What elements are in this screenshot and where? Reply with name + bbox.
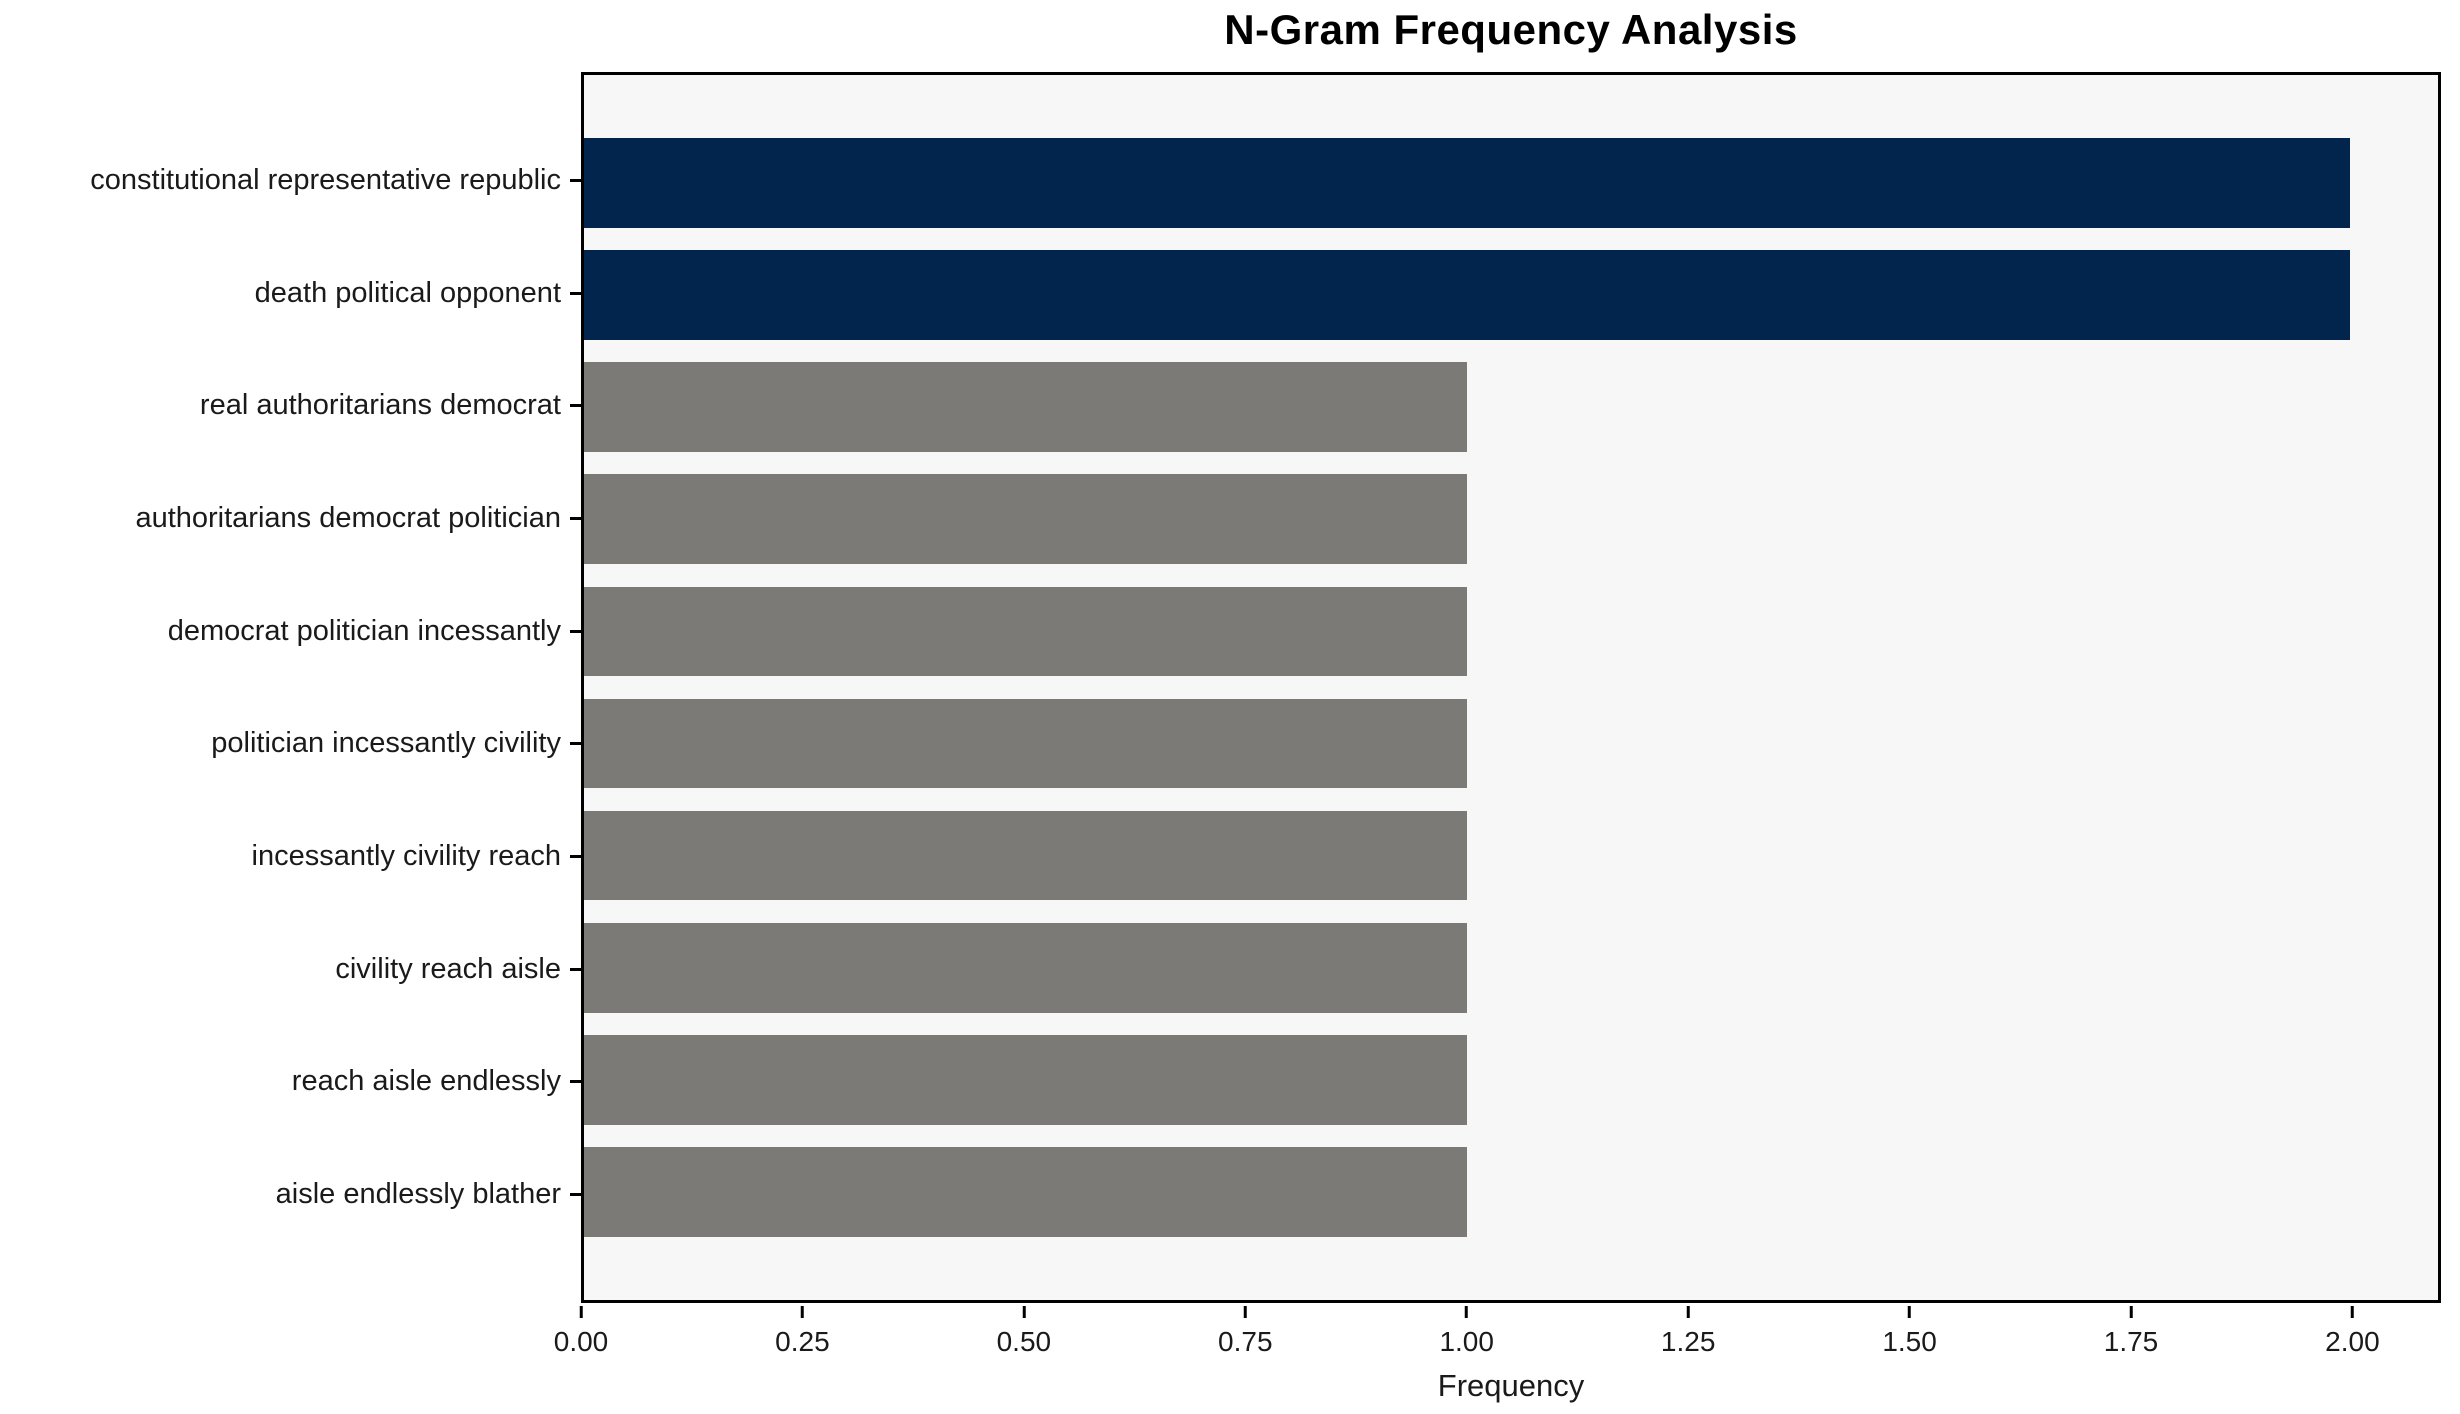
y-tick-row: democrat politician incessantly bbox=[0, 575, 581, 688]
y-tick-mark bbox=[570, 855, 581, 859]
x-tick-mark bbox=[1022, 1306, 1026, 1318]
bars-container bbox=[584, 75, 2438, 1300]
y-tick-row: politician incessantly civility bbox=[0, 688, 581, 801]
plot-area bbox=[581, 72, 2441, 1303]
y-tick-row: aisle endlessly blather bbox=[0, 1138, 581, 1251]
x-tick: 1.25 bbox=[1660, 1306, 1716, 1358]
y-tick-row: civility reach aisle bbox=[0, 913, 581, 1026]
y-tick-label: aisle endlessly blather bbox=[275, 1178, 561, 1211]
x-tick-label: 0.75 bbox=[1218, 1326, 1273, 1357]
bar bbox=[584, 474, 1467, 565]
x-tick-mark bbox=[1243, 1306, 1247, 1318]
bar bbox=[584, 138, 2350, 228]
y-tick-label: constitutional representative republic bbox=[90, 163, 561, 196]
bar-row bbox=[584, 800, 2438, 912]
bar bbox=[584, 810, 1467, 901]
y-tick-mark bbox=[570, 404, 581, 408]
x-tick: 1.50 bbox=[1882, 1306, 1937, 1358]
y-tick-label: democrat politician incessantly bbox=[167, 614, 561, 647]
y-tick-row: authoritarians democrat politician bbox=[0, 462, 581, 575]
x-tick-label: 1.25 bbox=[1660, 1326, 1716, 1357]
y-tick-label: civility reach aisle bbox=[335, 952, 561, 985]
bar bbox=[584, 1147, 1467, 1237]
bar bbox=[584, 1034, 1467, 1125]
y-tick-row: real authoritarians democrat bbox=[0, 349, 581, 462]
x-tick: 0.75 bbox=[1218, 1306, 1273, 1358]
bar-row bbox=[584, 575, 2438, 687]
x-tick: 0.50 bbox=[996, 1306, 1052, 1358]
y-tick-row: constitutional representative republic bbox=[0, 124, 581, 237]
bar-row bbox=[584, 687, 2438, 799]
x-axis: 0.00 0.25 0.50 0.75 1.00 1.25 1.50 1.75 2.00 bbox=[554, 1306, 2441, 1376]
y-tick-row: reach aisle endlessly bbox=[0, 1026, 581, 1139]
x-tick-mark bbox=[1908, 1306, 1912, 1318]
x-tick-label: 0.00 bbox=[553, 1326, 609, 1357]
y-tick-mark bbox=[570, 629, 581, 633]
bar-row bbox=[584, 1136, 2438, 1248]
x-tick: 0.00 bbox=[553, 1306, 609, 1358]
y-tick-mark bbox=[570, 178, 581, 182]
x-tick: 2.00 bbox=[2325, 1306, 2380, 1358]
bar bbox=[584, 362, 1467, 453]
x-tick: 0.25 bbox=[775, 1306, 830, 1358]
y-tick-label: real authoritarians democrat bbox=[199, 389, 561, 422]
bar-row bbox=[584, 239, 2438, 351]
x-tick-mark bbox=[579, 1306, 583, 1318]
y-tick-mark bbox=[570, 1080, 581, 1084]
x-tick-mark bbox=[2129, 1306, 2133, 1318]
bar bbox=[584, 586, 1467, 677]
y-tick-label: incessantly civility reach bbox=[251, 840, 561, 873]
y-tick-mark bbox=[570, 516, 581, 520]
bar bbox=[584, 698, 1467, 789]
x-tick-label: 0.50 bbox=[996, 1326, 1052, 1357]
y-tick-row: death political opponent bbox=[0, 237, 581, 350]
bar bbox=[584, 250, 2350, 340]
bar-row bbox=[584, 463, 2438, 575]
bar-row bbox=[584, 1024, 2438, 1136]
chart-title: N-Gram Frequency Analysis bbox=[1224, 6, 1798, 53]
y-tick-label: authoritarians democrat politician bbox=[135, 501, 561, 534]
x-tick: 1.00 bbox=[1439, 1306, 1494, 1358]
x-tick-label: 1.00 bbox=[1439, 1326, 1494, 1357]
x-tick-label: 1.50 bbox=[1882, 1326, 1937, 1357]
bar bbox=[584, 922, 1467, 1013]
y-tick-mark bbox=[570, 742, 581, 746]
y-tick-row: incessantly civility reach bbox=[0, 800, 581, 913]
x-tick-mark bbox=[800, 1306, 804, 1318]
y-tick-mark bbox=[570, 291, 581, 295]
x-tick-label: 0.25 bbox=[775, 1326, 830, 1357]
x-tick-label: 2.00 bbox=[2325, 1326, 2380, 1357]
x-tick: 1.75 bbox=[2103, 1306, 2159, 1358]
x-axis-title: Frequency bbox=[1437, 1368, 1585, 1403]
y-axis-labels: constitutional representative republic de… bbox=[0, 72, 581, 1303]
y-tick-mark bbox=[570, 1193, 581, 1197]
x-tick-mark bbox=[1686, 1306, 1690, 1318]
y-tick-label: politician incessantly civility bbox=[211, 727, 561, 760]
x-tick-mark bbox=[2350, 1306, 2354, 1318]
bar-row bbox=[584, 127, 2438, 239]
y-tick-label: death political opponent bbox=[254, 276, 561, 309]
x-tick-mark bbox=[1465, 1306, 1469, 1318]
x-tick-label: 1.75 bbox=[2103, 1326, 2159, 1357]
bar-row bbox=[584, 912, 2438, 1024]
bar-row bbox=[584, 351, 2438, 463]
y-tick-label: reach aisle endlessly bbox=[291, 1065, 561, 1098]
y-tick-mark bbox=[570, 967, 581, 971]
